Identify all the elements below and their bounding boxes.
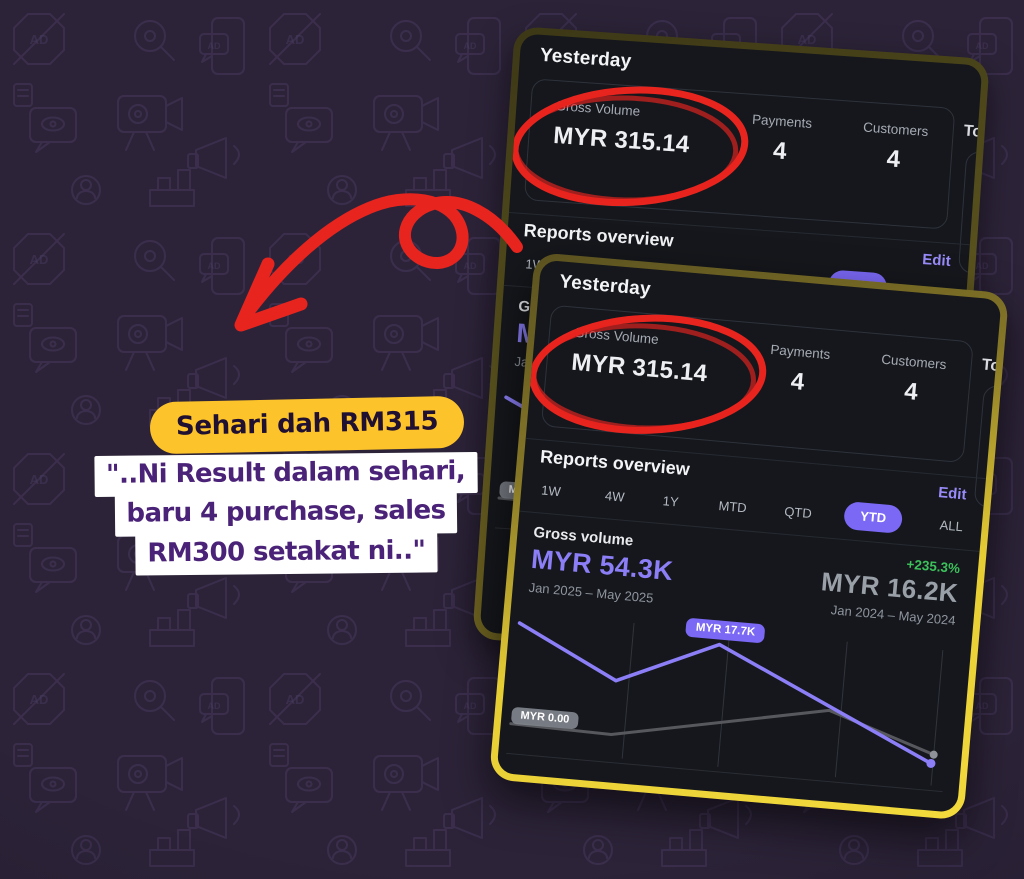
current-period-block: Gross volume MYR 54.3K Jan 2025 – May 20… [528, 524, 676, 607]
stat-value: MYR 315.14 [552, 121, 691, 159]
stat-payments: Payments 4 [735, 323, 859, 452]
tab-ytd[interactable]: YTD [843, 501, 904, 534]
stat-value: 4 [772, 137, 788, 166]
stat-customers: Customers 4 [832, 101, 954, 229]
stat-value: MYR 315.14 [570, 348, 709, 388]
stat-gross-volume: Gross Volume MYR 315.14 [542, 306, 746, 442]
tab-1w[interactable]: 1W [540, 482, 562, 500]
tab-qtd[interactable]: QTD [783, 503, 813, 522]
stat-value: 4 [885, 145, 902, 174]
stat-label: Customers [880, 351, 948, 373]
previous-period-block: +235.3% MYR 16.2K Jan 2024 – May 2024 [818, 549, 961, 632]
reports-overview-title: Reports overview [523, 220, 675, 251]
next-section-partial-label: To [963, 122, 983, 141]
quote-line: baru 4 purchase, sales [114, 491, 458, 537]
stat-label: Payments [769, 341, 831, 363]
section-title: Yesterday [539, 44, 633, 73]
stat-label: Gross Volume [555, 98, 641, 119]
quote-block: "..Ni Result dalam sehari, baru 4 purcha… [45, 451, 526, 576]
stat-value: 4 [903, 377, 920, 406]
stat-label: Payments [751, 111, 813, 131]
tab-mtd[interactable]: MTD [717, 497, 748, 516]
edit-link[interactable]: Edit [921, 251, 952, 270]
gross-volume-chart: MYR 17.7K MYR 0.00 [505, 611, 955, 801]
tab-4w[interactable]: 4W [604, 488, 626, 505]
next-section-partial-label: To [981, 356, 1001, 375]
tab-all[interactable]: ALL [939, 517, 964, 535]
section-title: Yesterday [558, 271, 652, 301]
dashboard-screenshot-front: Yesterday Gross Volume MYR 315.14 Paymen… [488, 252, 1010, 821]
stat-customers: Customers 4 [849, 333, 973, 462]
quote-line: RM300 setakat ni.." [135, 530, 438, 576]
stats-box: Gross Volume MYR 315.14 Payments 4 Custo… [540, 304, 974, 464]
headline-badge-label: Sehari dah RM315 [175, 406, 439, 442]
line-chart-canvas [506, 621, 944, 793]
stat-payments: Payments 4 [719, 93, 841, 221]
stat-gross-volume: Gross Volume MYR 315.14 [525, 79, 727, 212]
stat-value: 4 [789, 367, 806, 396]
stat-label: Customers [862, 119, 929, 140]
edit-link[interactable]: Edit [937, 484, 968, 504]
tab-1y[interactable]: 1Y [662, 493, 680, 510]
headline-badge: Sehari dah RM315 [149, 395, 465, 455]
dashboard-card: Yesterday Gross Volume MYR 315.14 Paymen… [496, 259, 1002, 813]
quote-line: "..Ni Result dalam sehari, [93, 451, 478, 498]
stats-box: Gross Volume MYR 315.14 Payments 4 Custo… [523, 78, 956, 230]
